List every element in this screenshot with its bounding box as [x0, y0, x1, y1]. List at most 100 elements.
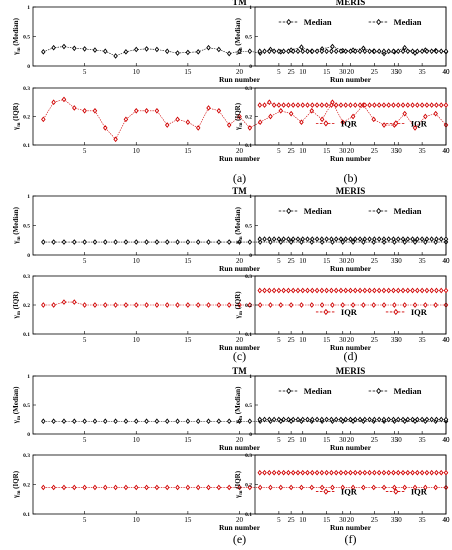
x-tick-label: 35: [419, 257, 427, 265]
x-tick-label: 15: [184, 516, 192, 524]
data-point: [226, 239, 232, 245]
data-point: [353, 236, 358, 242]
data-point: [206, 44, 211, 51]
y-axis-label: γm (IQR): [234, 102, 244, 131]
data-point: [133, 302, 139, 308]
data-point: [376, 416, 382, 423]
data-point: [305, 236, 310, 242]
data-point: [419, 102, 425, 108]
data-point: [103, 48, 108, 55]
y-axis-label-subscript: m: [239, 415, 244, 420]
x-tick-label: 40: [443, 147, 451, 155]
x-tick-label: 40: [443, 68, 451, 76]
data-point: [305, 287, 310, 294]
y-tick-label: 0.3: [245, 274, 252, 280]
data-point: [402, 484, 407, 491]
data-point: [443, 48, 449, 55]
data-point: [295, 236, 301, 242]
data-point: [391, 287, 396, 294]
y-axis-label-subscript: m: [17, 47, 22, 52]
y-axis-label-subscript: m: [239, 47, 244, 52]
data-point: [338, 287, 344, 294]
x-tick-label: 20: [347, 336, 355, 344]
y-axis-label-subscript: m: [239, 236, 244, 241]
x-axis-label: Run number: [330, 75, 372, 84]
y-tick-label: 0.2: [245, 483, 252, 489]
data-point: [290, 416, 296, 423]
data-point: [257, 484, 263, 491]
y-axis-label-symbol: γ: [234, 240, 242, 245]
data-point: [319, 416, 325, 423]
x-tick-label: 35: [391, 257, 399, 265]
y-axis-label-symbol: γ: [234, 494, 242, 499]
x-tick-label: 20: [236, 68, 244, 76]
data-point: [372, 287, 377, 294]
data-point: [295, 416, 301, 423]
data-point: [402, 44, 407, 51]
data-point: [443, 102, 449, 108]
data-point: [278, 239, 284, 245]
data-point: [410, 469, 415, 476]
x-tick-label: 10: [299, 516, 307, 524]
data-point: [348, 469, 353, 476]
data-point: [386, 469, 391, 476]
chart-title: TM: [232, 366, 247, 376]
data-point: [361, 484, 366, 491]
chart-title: TM: [232, 0, 247, 7]
y-axis-label-symbol: γ: [12, 126, 20, 131]
x-tick-label: 40: [443, 147, 451, 155]
x-tick-label: 20: [347, 436, 355, 444]
data-point: [395, 48, 401, 55]
data-point: [267, 469, 272, 476]
data-point: [41, 302, 46, 308]
data-point: [324, 48, 329, 55]
x-tick-label: 20: [236, 436, 244, 444]
data-point: [286, 287, 291, 294]
y-tick-label: 0: [27, 432, 30, 438]
data-point: [415, 287, 420, 294]
data-point: [288, 239, 294, 245]
data-point: [237, 48, 242, 55]
series-line: [43, 99, 447, 140]
data-point: [395, 287, 401, 294]
data-point: [314, 236, 320, 242]
data-point: [338, 236, 344, 242]
data-point: [206, 418, 211, 425]
data-point: [216, 302, 222, 308]
legend-label: Median: [394, 206, 422, 216]
data-point: [343, 48, 348, 55]
x-tick-label: 30: [395, 336, 403, 344]
data-point: [419, 469, 425, 476]
x-tick-label: 10: [133, 257, 141, 265]
data-point: [216, 418, 222, 425]
y-axis-label-suffix: (IQR): [12, 470, 20, 490]
x-tick-label: 10: [299, 68, 307, 76]
legend-marker: [376, 387, 382, 395]
data-point: [333, 48, 339, 55]
data-point: [362, 48, 368, 55]
data-point: [405, 102, 411, 108]
data-point: [402, 239, 407, 245]
x-tick-label: 20: [347, 68, 355, 76]
data-point: [429, 287, 434, 294]
y-axis-label: γm (IQR): [12, 470, 22, 499]
data-point: [257, 287, 263, 294]
x-tick-label: 20: [236, 516, 244, 524]
x-axis-label: Run number: [330, 443, 372, 452]
data-point: [410, 236, 415, 242]
data-point: [443, 287, 449, 294]
data-point: [371, 484, 376, 491]
data-point: [340, 239, 346, 245]
y-axis-label-suffix: (Median): [234, 386, 242, 416]
y-axis-label-suffix: (IQR): [12, 291, 20, 311]
data-point: [113, 53, 118, 59]
y-tick-label: 0.3: [245, 86, 252, 92]
data-point: [206, 105, 211, 111]
y-axis-label: γm (IQR): [12, 102, 22, 131]
data-point: [319, 236, 325, 242]
y-tick-label: 0.2: [23, 483, 30, 489]
data-point: [82, 302, 87, 308]
data-point: [113, 302, 118, 308]
y-tick-label: 0: [249, 64, 252, 70]
